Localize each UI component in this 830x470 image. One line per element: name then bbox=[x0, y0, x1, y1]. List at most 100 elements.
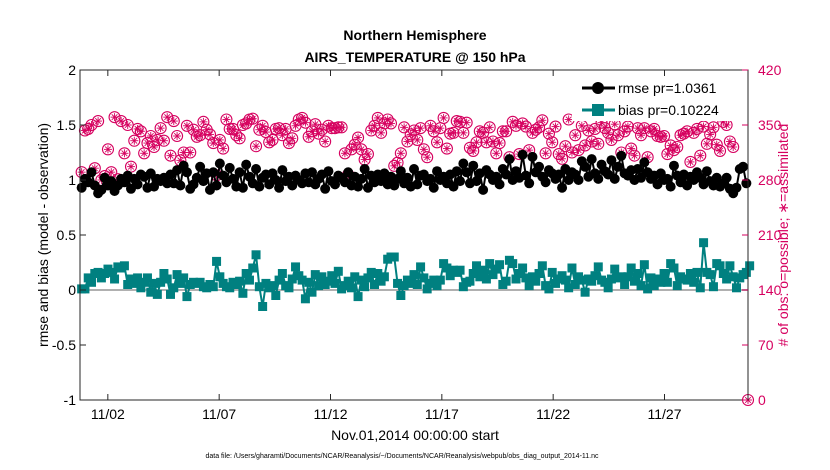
bias-point bbox=[136, 283, 146, 293]
obs-assimilated-point bbox=[666, 141, 675, 150]
obs-possible-point bbox=[467, 144, 480, 157]
bias-point bbox=[360, 282, 370, 292]
bias-point bbox=[689, 277, 699, 287]
bias-point bbox=[468, 269, 478, 278]
obs-assimilated-stroke bbox=[549, 139, 556, 146]
obs-possible-point bbox=[592, 137, 605, 150]
obs-assimilated-point bbox=[127, 162, 136, 171]
obs-possible-point bbox=[516, 117, 529, 130]
obs-assimilated-stroke bbox=[354, 134, 362, 141]
obs-assimilated-stroke bbox=[137, 128, 145, 135]
rmse-point bbox=[534, 161, 545, 172]
obs-assimilated-stroke bbox=[371, 122, 378, 129]
rmse-point bbox=[287, 180, 298, 191]
obs-possible-point bbox=[694, 149, 707, 162]
obs-assimilated-stroke bbox=[562, 143, 569, 150]
obs-assimilated-stroke bbox=[693, 125, 701, 133]
y-tick-label-right: 420 bbox=[758, 62, 782, 78]
rmse-point bbox=[682, 180, 693, 191]
bias-point bbox=[432, 281, 442, 291]
obs-assimilated-stroke bbox=[104, 146, 112, 153]
obs-assimilated-point bbox=[209, 139, 218, 148]
obs-assimilated-point bbox=[620, 127, 629, 136]
obs-assimilated-stroke bbox=[522, 123, 530, 130]
obs-possible-point bbox=[509, 119, 523, 132]
bias-point bbox=[610, 264, 620, 274]
obs-assimilated-stroke bbox=[144, 139, 151, 147]
x-axis-label: Nov.01,2014 00:00:00 start bbox=[331, 427, 499, 443]
obs-assimilated-point bbox=[492, 149, 501, 158]
obs-assimilated-stroke bbox=[111, 113, 118, 121]
obs-assimilated-point bbox=[321, 137, 330, 146]
bias-point bbox=[274, 275, 284, 285]
obs-assimilated-stroke bbox=[351, 141, 358, 148]
obs-assimilated-stroke bbox=[605, 129, 612, 137]
obs-assimilated-point bbox=[192, 132, 201, 141]
obs-assimilated-point bbox=[442, 144, 451, 153]
obs-assimilated-stroke bbox=[496, 139, 503, 147]
rmse-point bbox=[741, 178, 752, 189]
obs-possible-point bbox=[559, 140, 572, 153]
obs-assimilated-stroke bbox=[308, 128, 316, 135]
obs-assimilated-point bbox=[679, 129, 688, 138]
obs-assimilated-point bbox=[633, 124, 642, 133]
obs-possible-point bbox=[667, 144, 681, 157]
obs-possible-point bbox=[118, 147, 131, 160]
obs-assimilated-point bbox=[199, 117, 208, 126]
obs-assimilated-stroke bbox=[292, 122, 299, 129]
obs-possible-point bbox=[556, 152, 569, 165]
obs-assimilated-point bbox=[554, 150, 563, 159]
obs-assimilated-stroke bbox=[489, 138, 497, 145]
rmse-point bbox=[270, 175, 281, 185]
obs-assimilated-point bbox=[107, 168, 116, 177]
obs-assimilated-point bbox=[640, 124, 649, 133]
obs-assimilated-stroke bbox=[509, 118, 516, 126]
obs-assimilated-point bbox=[363, 150, 372, 159]
bias-point bbox=[87, 277, 97, 287]
obs-assimilated-point bbox=[298, 113, 307, 122]
obs-assimilated-stroke bbox=[713, 141, 720, 148]
bias-point bbox=[106, 267, 116, 277]
bias-point bbox=[629, 276, 639, 286]
rmse-point bbox=[395, 166, 406, 177]
obs-assimilated-point bbox=[686, 157, 695, 166]
obs-assimilated-point bbox=[692, 124, 701, 133]
rmse-point bbox=[455, 176, 466, 187]
x-tick-label: 11/22 bbox=[536, 406, 570, 422]
bias-point bbox=[142, 273, 152, 283]
obs-assimilated-point bbox=[521, 122, 530, 131]
obs-possible-point bbox=[536, 114, 549, 127]
bias-point bbox=[310, 270, 320, 280]
obs-assimilated-stroke bbox=[160, 137, 168, 144]
obs-assimilated-point bbox=[196, 131, 205, 140]
rmse-point bbox=[432, 166, 443, 177]
obs-possible-point bbox=[85, 118, 98, 132]
obs-assimilated-point bbox=[449, 128, 458, 137]
obs-possible-point bbox=[246, 112, 259, 125]
bias-point bbox=[705, 270, 715, 280]
rmse-point bbox=[501, 169, 512, 180]
obs-assimilated-point bbox=[252, 142, 261, 151]
obs-assimilated-point bbox=[541, 149, 550, 158]
bias-point bbox=[179, 273, 189, 283]
obs-assimilated-point bbox=[630, 151, 639, 160]
bias-point bbox=[547, 267, 557, 277]
obs-assimilated-point bbox=[410, 126, 418, 135]
obs-assimilated-point bbox=[357, 145, 366, 154]
obs-assimilated-stroke bbox=[575, 146, 582, 154]
obs-assimilated-point bbox=[383, 115, 392, 124]
obs-possible-point bbox=[704, 128, 717, 141]
obs-assimilated-point bbox=[673, 143, 682, 151]
obs-assimilated-stroke bbox=[611, 121, 618, 128]
obs-assimilated-stroke bbox=[456, 118, 464, 126]
bias-point bbox=[567, 263, 577, 273]
obs-assimilated-point bbox=[706, 130, 715, 139]
y-tick-label-right: 70 bbox=[758, 337, 774, 353]
y-axis-label-right: # of obs: o=possible; ∗=assimilated bbox=[775, 124, 791, 347]
obs-assimilated-stroke bbox=[348, 146, 355, 153]
bias-point bbox=[182, 292, 192, 302]
obs-assimilated-stroke bbox=[157, 124, 164, 132]
obs-assimilated-point bbox=[502, 127, 511, 136]
